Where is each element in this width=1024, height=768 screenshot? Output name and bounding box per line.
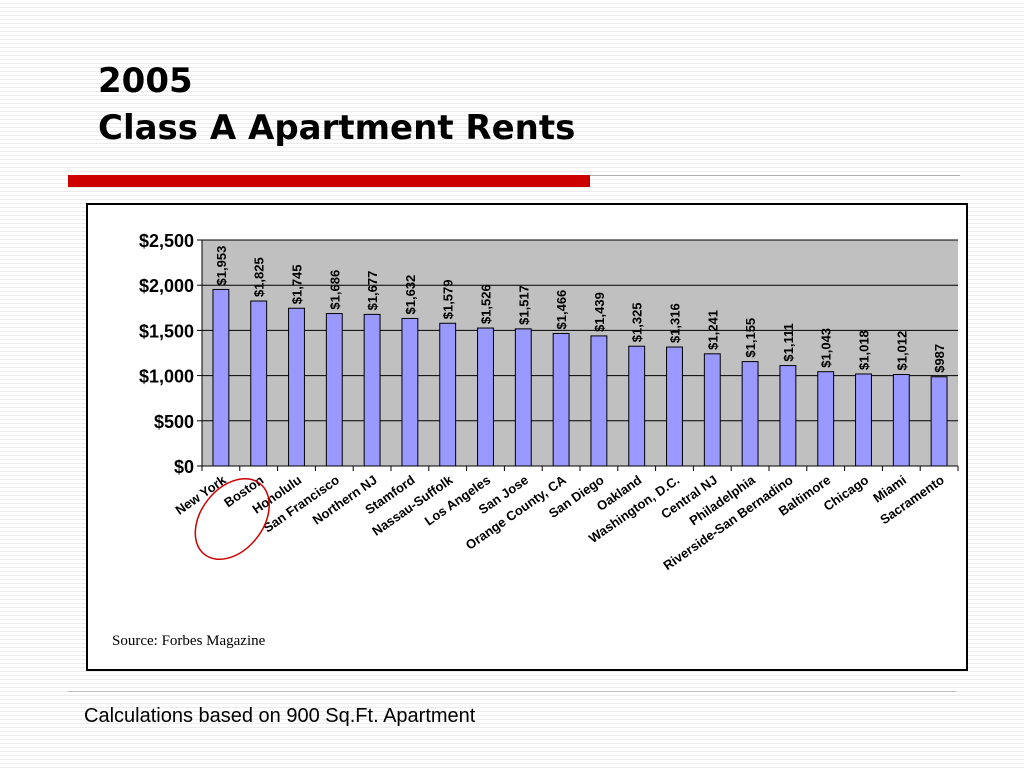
title-underline-gray [590, 175, 960, 176]
bar-chart: $0$500$1,000$1,500$2,000$2,500$1,953New … [139, 231, 959, 573]
bar-data-label: $1,825 [252, 257, 267, 297]
title-underline-red [68, 175, 590, 187]
bar [250, 300, 268, 467]
y-tick-label: $1,000 [139, 367, 194, 387]
bar-data-label: $1,111 [781, 323, 796, 361]
bar-data-label: $1,018 [857, 330, 872, 370]
bar [741, 361, 759, 467]
chart-frame: $0 $500 $1,000 $1,500 $2,000 $2,500 $1,953 New … [86, 203, 968, 671]
bar-data-label: $1,316 [668, 303, 683, 343]
bar-data-label: $1,012 [894, 331, 909, 371]
bar-data-label: $1,632 [403, 275, 418, 315]
bar [439, 322, 457, 467]
bar [401, 317, 419, 467]
title-year: 2005 [98, 61, 193, 101]
bar-data-label: $1,325 [630, 302, 645, 342]
bar-data-label: $1,579 [441, 279, 456, 319]
y-tick-label: $500 [154, 412, 194, 432]
bar-data-label: $987 [932, 344, 947, 373]
bar [212, 288, 230, 467]
y-tick-label: $0 [174, 457, 194, 477]
bar-data-label: $1,686 [327, 270, 342, 310]
title-underline [68, 175, 960, 187]
bar [628, 345, 646, 467]
bar [552, 332, 570, 467]
bar [288, 307, 305, 467]
title-subject: Class A Apartment Rents [98, 108, 576, 148]
bar [666, 346, 683, 467]
bar [817, 371, 835, 467]
slide-title: 2005 Class A Apartment Rents [98, 58, 575, 152]
bar-data-label: $1,526 [479, 284, 494, 324]
footnote: Calculations based on 900 Sq.Ft. Apartme… [84, 705, 476, 727]
bar [855, 373, 872, 467]
bar [363, 313, 381, 467]
bar-data-label: $1,241 [705, 310, 720, 350]
bar [325, 313, 343, 467]
y-tick-label: $1,500 [139, 321, 194, 341]
bar [703, 353, 721, 467]
bar-data-label: $1,155 [743, 318, 758, 358]
bar-data-label: $1,677 [365, 271, 380, 311]
chart-source: Source: Forbes Magazine [112, 633, 266, 649]
bar [779, 365, 797, 467]
highlight-circle [194, 477, 270, 561]
y-tick-label: $2,500 [139, 231, 194, 251]
bar-data-label: $1,466 [554, 290, 569, 330]
bar-data-label: $1,517 [516, 285, 531, 325]
bar [477, 327, 494, 467]
y-tick-label: $2,000 [139, 276, 194, 296]
bar [590, 335, 608, 467]
bar-data-label: $1,439 [592, 292, 607, 332]
footer-rule [68, 691, 956, 692]
bar-data-label: $1,953 [214, 246, 229, 286]
bar [514, 328, 532, 467]
bar-data-label: $1,745 [290, 264, 305, 304]
bar-data-label: $1,043 [819, 328, 834, 368]
plot-area [202, 240, 958, 466]
bar [930, 376, 948, 467]
bar [892, 374, 910, 467]
